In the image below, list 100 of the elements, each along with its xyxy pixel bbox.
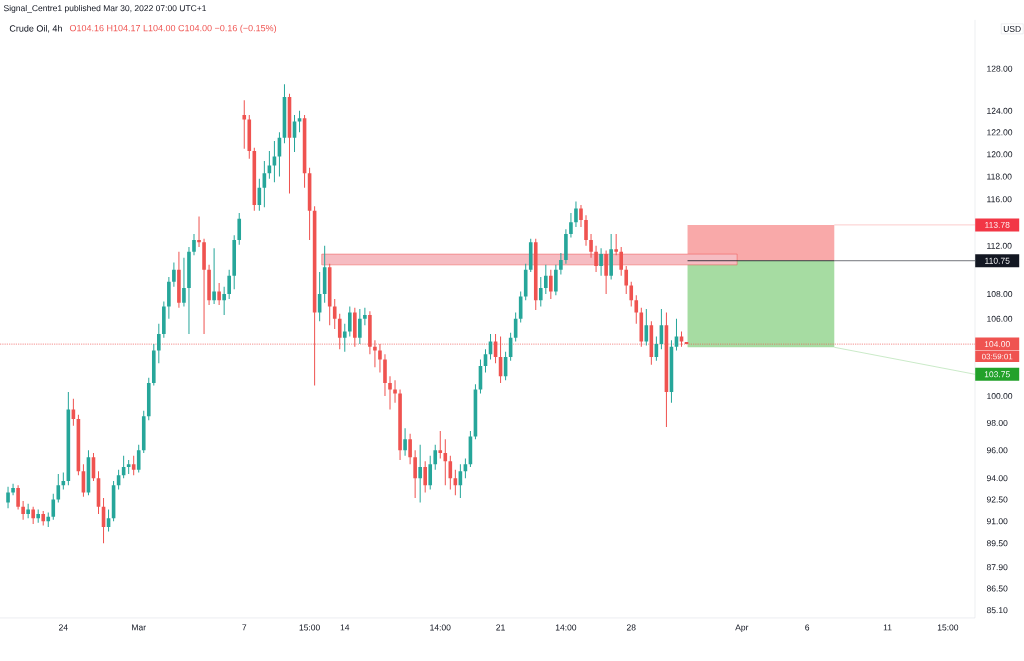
- candlestick: [182, 257, 186, 307]
- candlestick: [146, 377, 151, 421]
- candlestick: [162, 301, 166, 338]
- candlestick: [438, 431, 443, 459]
- y-tick-label: 118.00: [987, 173, 1012, 180]
- y-tick-label: 112.00: [987, 242, 1012, 249]
- candlestick: [554, 264, 558, 296]
- candlestick: [247, 115, 252, 159]
- band-label: 103.75: [984, 371, 1010, 378]
- y-axis-title: USD: [1003, 25, 1021, 32]
- y-tick-label: 122.00: [987, 129, 1013, 136]
- y-tick-label: 89.50: [986, 540, 1008, 547]
- candlestick: [242, 100, 247, 149]
- candlestick: [609, 234, 613, 280]
- candlestick: [237, 213, 242, 245]
- x-tick-label: 14: [340, 624, 350, 631]
- x-tick-label: 6: [805, 624, 810, 631]
- candlestick: [569, 213, 573, 238]
- x-tick-label: Mar: [132, 624, 146, 631]
- candlestick: [559, 252, 563, 275]
- candlestick: [418, 444, 422, 503]
- candlestick: [564, 229, 568, 264]
- y-tick-label: 106.00: [987, 315, 1013, 322]
- band-label: 113.78: [985, 221, 1010, 228]
- candlestick: [297, 110, 302, 133]
- y-tick-label: 128.00: [987, 65, 1013, 72]
- chart-subtitle: O104.16 H104.17 L104.00 C104.00 −0.16 (−0.15%): [69, 24, 277, 34]
- candlestick: [408, 433, 412, 465]
- candlestick: [433, 444, 438, 470]
- candlestick: [26, 503, 30, 519]
- candlestick: [428, 455, 433, 490]
- candlestick: [413, 450, 417, 499]
- candlestick: [579, 205, 583, 227]
- candlestick: [56, 473, 61, 503]
- candlestick: [212, 248, 216, 304]
- candlestick: [549, 269, 553, 299]
- candlestick: [151, 344, 156, 386]
- candlestick: [629, 281, 634, 307]
- candlestick: [584, 215, 588, 246]
- candlestick: [388, 376, 392, 410]
- x-tick-label: Apr: [735, 624, 749, 633]
- text: Signal_Centre1 published Mar 30, 2022 07:00 UTC+1: [3, 4, 207, 13]
- y-tick-label: 124.00: [987, 107, 1013, 114]
- candlestick: [393, 380, 397, 403]
- y-tick-label: 116.00: [987, 196, 1012, 203]
- candlestick: [11, 483, 15, 496]
- candlestick: [36, 509, 41, 523]
- x-tick-label: 14:00: [555, 624, 577, 631]
- candlestick: [207, 264, 211, 306]
- candlestick: [544, 264, 548, 295]
- candlestick: [232, 235, 237, 290]
- y-tick-label: 120.00: [987, 151, 1013, 158]
- candlestick: [227, 269, 231, 299]
- candlestick: [222, 286, 226, 316]
- candlestick: [528, 238, 533, 273]
- candlestick: [187, 246, 191, 334]
- candlestick: [342, 323, 347, 352]
- x-tick-label: 14:00: [430, 624, 451, 631]
- x-tick-label: 11: [883, 624, 892, 631]
- candlestick: [167, 276, 171, 319]
- candlestick: [71, 398, 76, 426]
- y-tick-label: 85.10: [986, 607, 1008, 614]
- ref-line-label: 104.00: [984, 341, 1010, 348]
- candlestick: [523, 263, 528, 301]
- y-tick-label: 86.50: [986, 585, 1008, 592]
- candlestick: [363, 307, 367, 326]
- x-tick-label: 28: [626, 624, 636, 631]
- candlestick: [136, 444, 141, 473]
- candlestick: [131, 455, 136, 476]
- candlestick: [217, 283, 221, 306]
- candlestick: [538, 276, 543, 307]
- candlestick: [443, 439, 448, 486]
- candlestick: [423, 461, 427, 493]
- x-tick-label: 21: [496, 624, 505, 631]
- y-tick-label: 108.00: [987, 291, 1013, 298]
- candlestick: [398, 389, 402, 460]
- candlestick: [197, 216, 201, 247]
- candlestick: [21, 500, 25, 520]
- x-tick-label: 7: [242, 624, 247, 631]
- candlestick: [41, 511, 46, 526]
- text: 03:59:01: [981, 353, 1013, 360]
- candlestick: [177, 251, 181, 308]
- candlestick: [157, 323, 161, 364]
- y-tick-label: 92.50: [986, 496, 1008, 503]
- ref-line-label: 110.75: [985, 257, 1010, 264]
- y-tick-label: 98.00: [986, 419, 1008, 426]
- candlestick: [674, 318, 679, 351]
- candlestick: [51, 493, 56, 520]
- candlestick: [634, 295, 639, 324]
- candlestick: [202, 238, 206, 334]
- y-tick-label: 91.00: [986, 518, 1008, 525]
- x-tick-label: 15:00: [937, 624, 959, 631]
- y-tick-label: 96.00: [986, 447, 1008, 454]
- candlestick: [599, 248, 603, 276]
- candlestick: [172, 262, 176, 287]
- candlestick: [16, 485, 20, 510]
- candlestick: [358, 308, 362, 345]
- y-tick-label: 100.00: [987, 393, 1013, 400]
- candlestick: [6, 486, 10, 509]
- y-tick-label: 87.90: [986, 564, 1008, 571]
